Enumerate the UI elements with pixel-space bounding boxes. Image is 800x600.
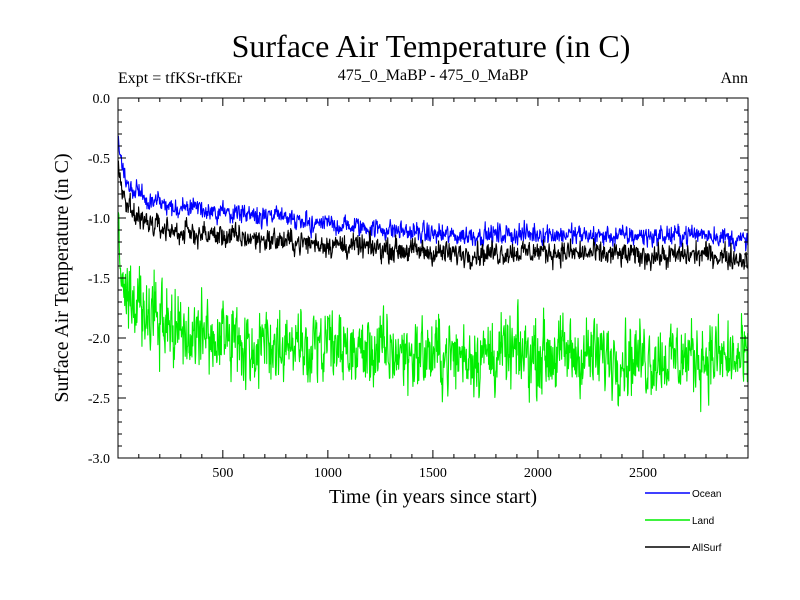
plot-frame	[117, 97, 749, 459]
x-axis-label: Time (in years since start)	[329, 486, 537, 508]
experiment-label: Expt = tfKSr-tfKEr	[118, 70, 243, 87]
legend-label-allsurf: AllSurf	[692, 543, 722, 554]
y-tick-label: -2.5	[88, 392, 110, 407]
y-tick-label: -2.0	[88, 332, 110, 347]
period-label: 475_0_MaBP - 475_0_MaBP	[338, 67, 529, 84]
y-tick-label: 0.0	[93, 92, 111, 107]
x-tick-label: 1000	[314, 466, 342, 481]
x-tick-label: 2500	[629, 466, 657, 481]
x-tick-label: 2000	[524, 466, 552, 481]
series-line-land	[117, 212, 749, 413]
chart-title: Surface Air Temperature (in C)	[232, 28, 631, 64]
legend-label-ocean: Ocean	[692, 489, 721, 500]
x-tick-label: 500	[212, 466, 233, 481]
y-axis-label: Surface Air Temperature (in C)	[51, 153, 73, 402]
y-tick-label: -0.5	[88, 152, 110, 167]
series-layer	[117, 135, 749, 413]
ticks-layer: 500 1000 1500 2000 2500 0.0 -0.5 -1.0 -1.5 -2.0 -2…	[88, 92, 748, 481]
y-tick-label: -3.0	[88, 452, 110, 467]
series-line-allsurf	[117, 160, 749, 272]
legend: Ocean Land AllSurf	[645, 489, 722, 554]
legend-label-land: Land	[692, 516, 714, 527]
x-tick-label: 1500	[419, 466, 447, 481]
season-label: Ann	[720, 70, 748, 87]
y-tick-label: -1.5	[88, 272, 110, 287]
y-tick-label: -1.0	[88, 212, 110, 227]
series-line-ocean	[117, 135, 749, 252]
